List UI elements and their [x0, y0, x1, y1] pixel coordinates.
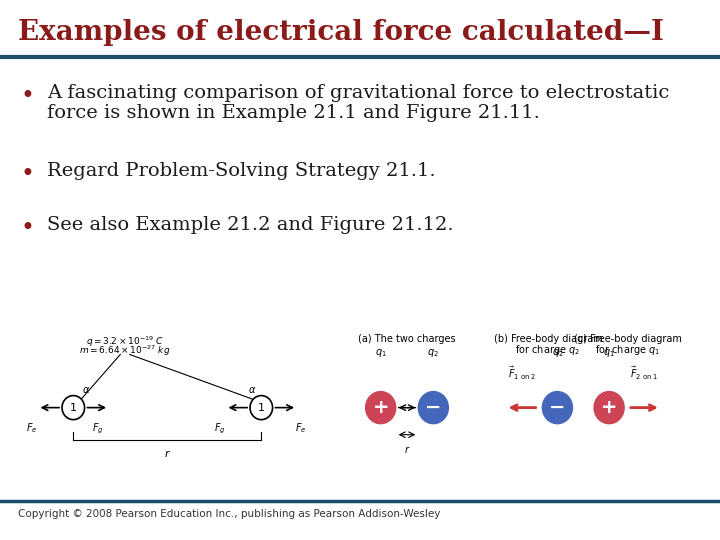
Text: $q = 3.2\times10^{-19}$ C: $q = 3.2\times10^{-19}$ C: [86, 334, 164, 349]
Text: (b) Free-body diagram: (b) Free-body diagram: [494, 334, 603, 345]
Circle shape: [366, 392, 396, 424]
Text: 1: 1: [70, 403, 77, 413]
Circle shape: [250, 396, 273, 420]
Text: •: •: [20, 216, 35, 240]
Text: $q_2$: $q_2$: [552, 347, 563, 360]
Text: A fascinating comparison of gravitational force to electrostatic
force is shown : A fascinating comparison of gravitationa…: [47, 84, 669, 123]
Text: $q_1$: $q_1$: [375, 347, 387, 360]
Circle shape: [594, 392, 624, 424]
Text: $F_e$: $F_e$: [26, 422, 37, 435]
Text: $q_2$: $q_2$: [428, 347, 439, 360]
Text: $\vec{F}_{1\ \rm on\ 2}$: $\vec{F}_{1\ \rm on\ 2}$: [508, 364, 537, 382]
Text: for charge $q_2$: for charge $q_2$: [516, 343, 580, 357]
Text: +: +: [372, 398, 389, 417]
Circle shape: [62, 396, 84, 420]
Text: $\vec{F}_{2\ \rm on\ 1}$: $\vec{F}_{2\ \rm on\ 1}$: [629, 364, 658, 382]
Text: $F_g$: $F_g$: [92, 422, 104, 436]
Text: $q_1$: $q_1$: [603, 347, 615, 360]
Text: −: −: [425, 398, 441, 417]
Text: $\alpha$: $\alpha$: [248, 384, 256, 395]
Text: $F_g$: $F_g$: [214, 422, 226, 436]
Text: See also Example 21.2 and Figure 21.12.: See also Example 21.2 and Figure 21.12.: [47, 216, 454, 234]
Text: $F_e$: $F_e$: [295, 422, 307, 435]
Text: $m = 6.64\times10^{-27}$ kg: $m = 6.64\times10^{-27}$ kg: [79, 343, 171, 358]
Text: $r$: $r$: [163, 448, 171, 459]
Text: for charge $q_1$: for charge $q_1$: [595, 343, 660, 357]
Text: •: •: [20, 84, 35, 107]
Text: −: −: [549, 398, 566, 417]
Circle shape: [542, 392, 572, 424]
Text: 1: 1: [258, 403, 265, 413]
Text: $\alpha$: $\alpha$: [82, 384, 91, 395]
Text: Copyright © 2008 Pearson Education Inc., publishing as Pearson Addison-Wesley: Copyright © 2008 Pearson Education Inc.,…: [18, 509, 441, 519]
Text: •: •: [20, 162, 35, 186]
Text: $r$: $r$: [404, 444, 410, 455]
Text: Examples of electrical force calculated—I: Examples of electrical force calculated—…: [18, 19, 664, 46]
Text: (a) The two charges: (a) The two charges: [358, 334, 456, 345]
Text: (c) Free-body diagram: (c) Free-body diagram: [574, 334, 682, 345]
Circle shape: [418, 392, 449, 424]
Text: +: +: [601, 398, 617, 417]
Text: Regard Problem-Solving Strategy 21.1.: Regard Problem-Solving Strategy 21.1.: [47, 162, 436, 180]
